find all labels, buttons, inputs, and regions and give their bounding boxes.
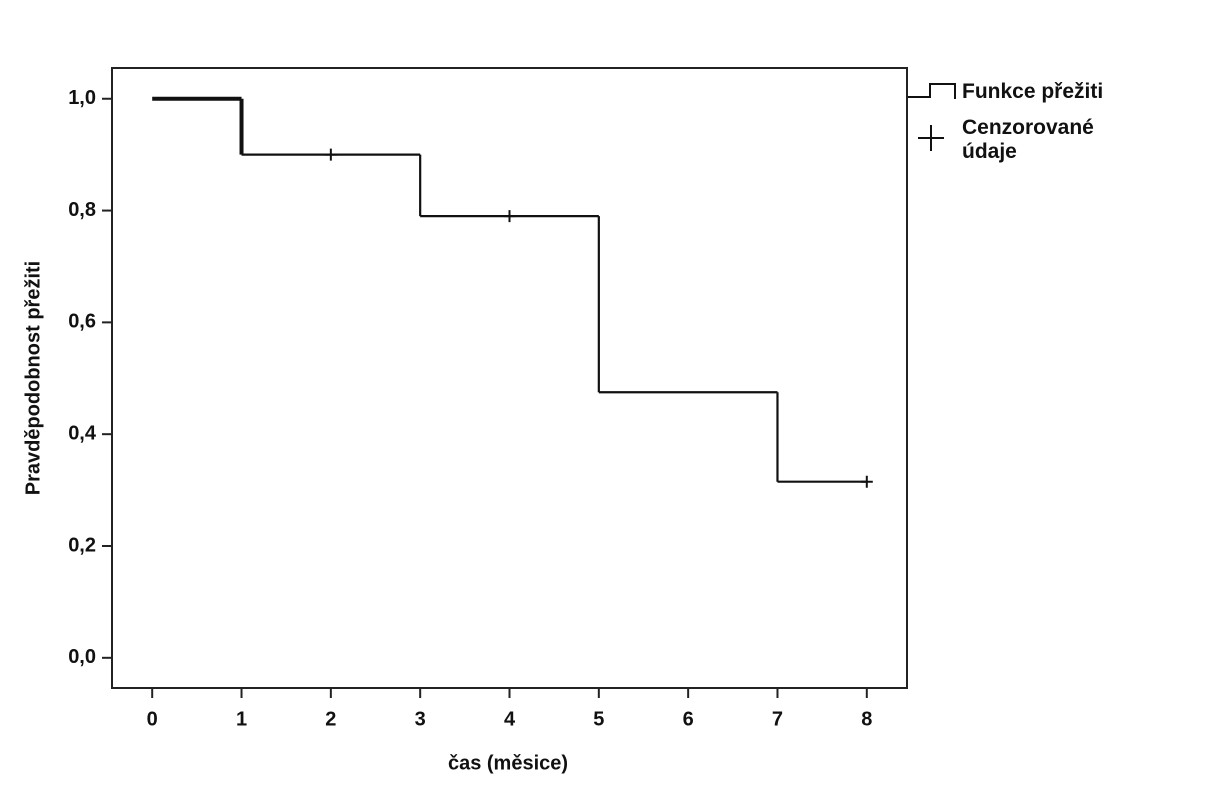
x-tick-label: 8 (861, 708, 872, 730)
y-tick-label: 0,6 (68, 311, 96, 333)
y-axis-title: Pravděpodobnost přežiti (22, 261, 44, 495)
x-tick-label: 0 (147, 708, 158, 730)
x-axis-title: čas (měsice) (448, 752, 568, 774)
censor-mark (860, 475, 873, 488)
x-tick-label: 4 (504, 708, 516, 730)
x-tick-label: 3 (415, 708, 426, 730)
x-tick-label: 2 (325, 708, 336, 730)
x-tick-label: 6 (683, 708, 694, 730)
y-tick-label: 0,8 (68, 199, 96, 221)
plot-frame (111, 67, 908, 689)
y-tick-label: 0,4 (68, 422, 97, 444)
y-tick-label: 1,0 (68, 87, 96, 109)
legend-censor-icon (918, 125, 944, 151)
legend-step-icon (908, 83, 956, 99)
x-tick-label: 7 (772, 708, 783, 730)
censor-mark (503, 210, 516, 223)
y-tick-label: 0,2 (68, 534, 96, 556)
censor-mark (324, 148, 337, 161)
x-tick-label: 5 (593, 708, 604, 730)
x-tick-label: 1 (236, 708, 247, 730)
y-tick-label: 0,0 (68, 646, 96, 668)
legend-label: Cenzorované údaje (962, 116, 1094, 163)
legend-label: Funkce přežiti (962, 80, 1104, 103)
